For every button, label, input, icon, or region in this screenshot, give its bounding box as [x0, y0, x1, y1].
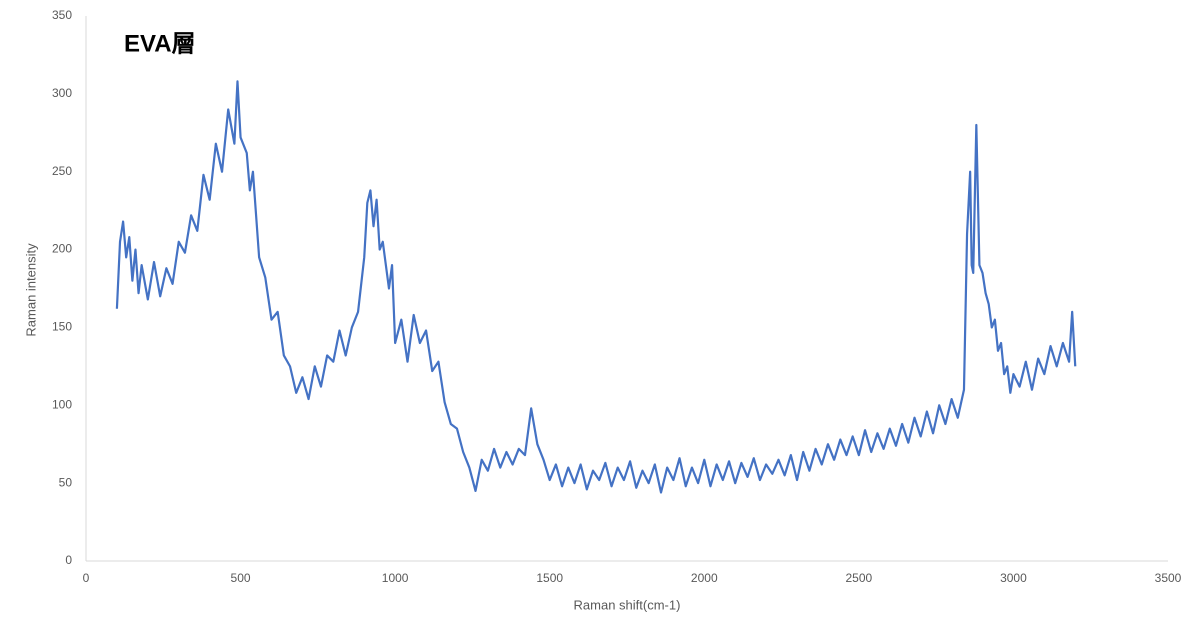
x-axis-label: Raman shift(cm-1) [574, 597, 681, 612]
x-tick-label: 3000 [1000, 571, 1027, 585]
x-tick-label: 2000 [691, 571, 718, 585]
y-tick-label: 100 [52, 397, 72, 411]
x-tick-label: 1500 [536, 571, 563, 585]
y-tick-label: 50 [59, 475, 73, 489]
y-axis-label: Raman intensity [23, 243, 38, 337]
x-tick-label: 1000 [382, 571, 409, 585]
y-tick-label: 200 [52, 242, 72, 256]
data-line [115, 80, 1077, 494]
y-tick-label: 350 [52, 8, 72, 22]
x-tick-label: 2500 [846, 571, 873, 585]
y-tick-label: 150 [52, 320, 72, 334]
x-tick-label: 0 [83, 571, 90, 585]
y-tick-label: 250 [52, 164, 72, 178]
y-tick-label: 300 [52, 86, 72, 100]
y-tick-label: 0 [65, 553, 72, 567]
chart-title: EVA層 [124, 30, 196, 57]
x-tick-label: 3500 [1155, 571, 1182, 585]
x-tick-label: 500 [231, 571, 251, 585]
